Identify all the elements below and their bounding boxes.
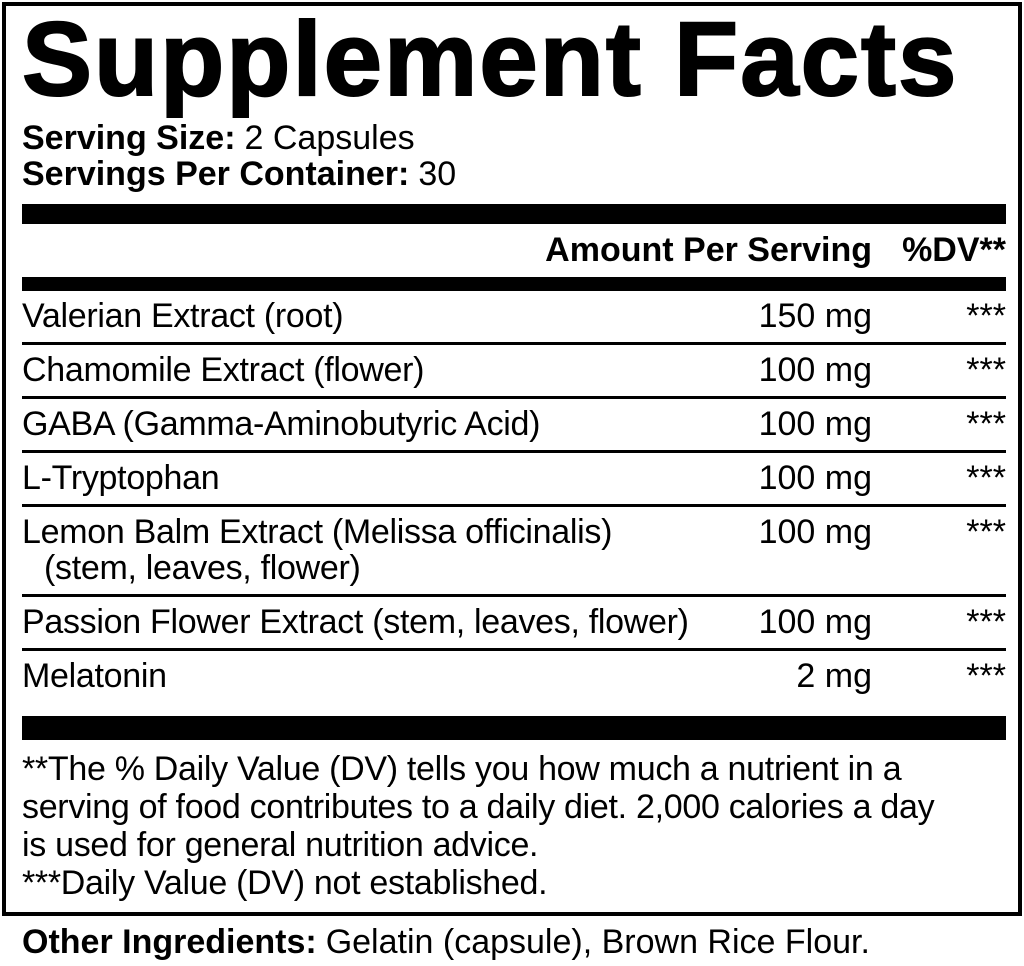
servings-per-container-label: Servings Per Container: <box>22 155 410 193</box>
other-ingredients-value: Gelatin (capsule), Brown Rice Flour. <box>325 923 870 961</box>
footnote-line: ***Daily Value (DV) not established. <box>22 864 548 902</box>
other-ingredients-line: Other Ingredients: Gelatin (capsule), Bro… <box>22 924 870 960</box>
ingredient-dv: *** <box>966 657 1006 695</box>
supplement-facts-panel: Supplement Facts Serving Size: 2 Capsules… <box>2 2 1022 916</box>
ingredient-name: L-Tryptophan <box>22 459 220 497</box>
ingredient-dv: *** <box>966 351 1006 389</box>
footnote-line: is used for general nutrition advice. <box>22 826 539 864</box>
ingredient-dv: *** <box>966 513 1006 551</box>
footnote-line: **The % Daily Value (DV) tells you how m… <box>22 750 902 788</box>
ingredient-amount: 2 mg <box>796 657 872 695</box>
table-row-melatonin: Melatonin 2 mg *** <box>22 651 1006 716</box>
ingredient-dv: *** <box>966 297 1006 335</box>
separator-bar-header <box>22 277 1006 291</box>
ingredient-amount: 100 mg <box>758 459 872 497</box>
ingredient-name-line2: (stem, leaves, flower) <box>44 549 361 587</box>
ingredient-name: Chamomile Extract (flower) <box>22 351 425 389</box>
ingredient-name: GABA (Gamma-Aminobutyric Acid) <box>22 405 541 443</box>
table-row-l-tryptophan: L-Tryptophan 100 mg *** <box>22 453 1006 507</box>
ingredient-name: Lemon Balm Extract (Melissa officinalis)… <box>22 514 732 586</box>
daily-value-footnote: **The % Daily Value (DV) tells you how m… <box>22 740 1006 902</box>
separator-bar-top <box>22 204 1006 224</box>
table-row-passion-flower: Passion Flower Extract (stem, leaves, fl… <box>22 597 1006 651</box>
table-row-gaba: GABA (Gamma-Aminobutyric Acid) 100 mg **… <box>22 399 1006 453</box>
footnote-line: serving of food contributes to a daily d… <box>22 788 935 826</box>
servings-per-container-line: Servings Per Container: 30 <box>22 156 1006 192</box>
table-header-row: Amount Per Serving %DV** <box>22 224 1006 277</box>
dv-header: %DV** <box>902 231 1006 269</box>
ingredient-dv: *** <box>966 459 1006 497</box>
ingredient-amount: 100 mg <box>758 405 872 443</box>
ingredient-amount: 100 mg <box>758 603 872 641</box>
ingredient-amount: 150 mg <box>758 297 872 335</box>
ingredient-name: Passion Flower Extract (stem, leaves, fl… <box>22 603 689 641</box>
ingredient-dv: *** <box>966 405 1006 443</box>
ingredient-name-line1: Lemon Balm Extract (Melissa officinalis) <box>22 513 613 551</box>
ingredient-name: Melatonin <box>22 657 167 695</box>
panel-title: Supplement Facts <box>21 1 959 118</box>
serving-size-line: Serving Size: 2 Capsules <box>22 120 1006 156</box>
amount-per-serving-header: Amount Per Serving <box>545 231 872 269</box>
serving-size-value: 2 Capsules <box>244 119 415 157</box>
table-row-lemon-balm: Lemon Balm Extract (Melissa officinalis)… <box>22 507 1006 597</box>
table-row-valerian: Valerian Extract (root) 150 mg *** <box>22 291 1006 345</box>
ingredient-amount: 100 mg <box>758 513 872 551</box>
ingredient-amount: 100 mg <box>758 351 872 389</box>
serving-size-label: Serving Size: <box>22 119 236 157</box>
ingredient-name: Valerian Extract (root) <box>22 297 344 335</box>
serving-info: Serving Size: 2 Capsules Servings Per Con… <box>22 120 1006 192</box>
servings-per-container-value: 30 <box>418 155 457 193</box>
separator-bar-bottom <box>22 716 1006 740</box>
table-row-chamomile: Chamomile Extract (flower) 100 mg *** <box>22 345 1006 399</box>
ingredient-dv: *** <box>966 603 1006 641</box>
other-ingredients-label: Other Ingredients: <box>22 923 317 961</box>
